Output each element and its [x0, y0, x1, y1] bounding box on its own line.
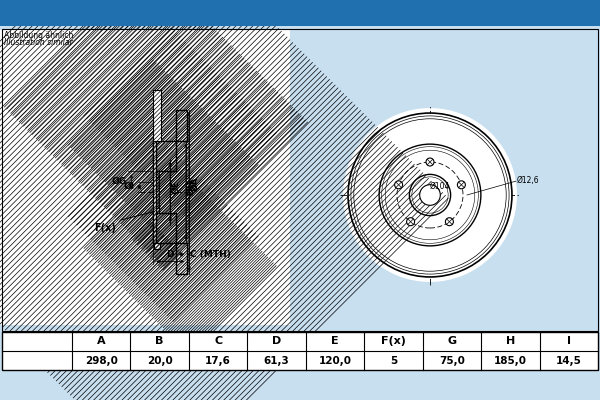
Circle shape	[409, 174, 451, 216]
Bar	[176, 110, 187, 141]
Bar	[2, 332, 598, 370]
Bar	[153, 141, 176, 171]
Text: F(x): F(x)	[381, 336, 406, 346]
Bar	[176, 243, 187, 274]
Text: I: I	[567, 336, 571, 346]
Text: B: B	[155, 336, 164, 346]
Text: A: A	[97, 336, 106, 346]
Text: Ø12,6: Ø12,6	[517, 176, 539, 185]
Circle shape	[457, 181, 466, 189]
Bar	[0, 0, 600, 26]
Text: 20,0: 20,0	[147, 356, 173, 366]
Circle shape	[445, 218, 454, 226]
Text: G: G	[448, 336, 457, 346]
Circle shape	[407, 218, 415, 226]
Text: 520154: 520154	[362, 4, 437, 22]
Text: Illustration similar: Illustration similar	[4, 38, 73, 47]
Text: ØA: ØA	[191, 177, 200, 191]
Circle shape	[379, 144, 481, 246]
Text: D: D	[166, 250, 174, 260]
Text: 5: 5	[390, 356, 397, 366]
Text: ØE: ØE	[171, 180, 180, 194]
Text: Abbildung ähnlich: Abbildung ähnlich	[4, 31, 73, 40]
Text: 75,0: 75,0	[439, 356, 465, 366]
Bar	[153, 90, 161, 141]
Bar	[153, 213, 176, 243]
Circle shape	[343, 108, 517, 282]
Text: C: C	[214, 336, 222, 346]
Circle shape	[426, 158, 434, 166]
Text: Ø104: Ø104	[430, 182, 450, 191]
Text: 120,0: 120,0	[319, 356, 352, 366]
Text: F(x): F(x)	[94, 223, 116, 233]
Bar	[154, 243, 160, 250]
Text: ØG: ØG	[112, 177, 127, 186]
Text: 298,0: 298,0	[85, 356, 118, 366]
Text: 185,0: 185,0	[494, 356, 527, 366]
Text: E: E	[331, 336, 339, 346]
Text: C (MTH): C (MTH)	[190, 250, 231, 259]
Text: ØH: ØH	[187, 179, 196, 195]
Circle shape	[419, 185, 440, 205]
Text: H: H	[506, 336, 515, 346]
Bar	[0, 30, 290, 325]
Text: 14,5: 14,5	[556, 356, 582, 366]
Text: 61,3: 61,3	[263, 356, 289, 366]
Text: 17,6: 17,6	[205, 356, 231, 366]
Bar	[156, 171, 176, 213]
Circle shape	[395, 181, 403, 189]
Text: B: B	[178, 244, 185, 252]
Text: D: D	[272, 336, 281, 346]
Circle shape	[348, 113, 512, 277]
Text: ØI: ØI	[124, 182, 135, 190]
Bar	[153, 141, 156, 243]
Bar	[2, 29, 598, 331]
Text: 24.0320-0154.1: 24.0320-0154.1	[86, 4, 244, 22]
